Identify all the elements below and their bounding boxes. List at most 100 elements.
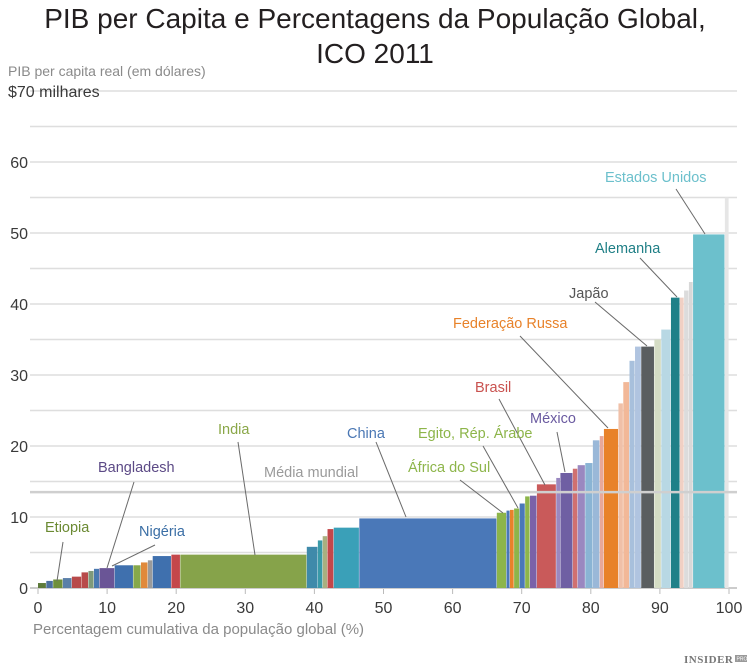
annotation-brasil: Brasil [475,380,511,396]
annotation-leader-line [639,257,678,298]
y-tick-labels: 0 10 20 30 40 50 60 $70 milhares [8,84,100,598]
annotation-leader-line [106,481,135,569]
y-tick-label: $70 milhares [8,84,100,101]
bar [654,339,661,588]
bar [53,579,63,588]
bar [317,540,323,588]
annotation-leader-line [56,541,64,582]
logo-text: INSIDER [684,654,734,666]
y-tick-label: 60 [10,155,28,172]
logo-badge [735,655,747,662]
annotation-leaders [56,188,706,582]
bar--frica-do-sul [496,512,507,588]
annotation-leader-line [482,445,519,509]
bar [688,281,693,588]
x-tick-labels: 0 10 20 30 40 50 60 70 80 90 100 [34,589,743,617]
annotations: Etiopia Bangladesh Nigéria India Média mundi… [45,170,707,540]
bar [171,554,180,588]
x-tick-label: 40 [306,600,324,617]
bar [506,510,510,588]
bar-egito-r-p-rabe [514,508,520,588]
bar [592,440,600,588]
bar-m-xico [560,472,573,588]
annotation-leader-line [111,544,156,567]
bar [88,570,94,588]
annotation-alemanha: Alemanha [595,241,661,257]
insider-pro-logo: INSIDER PRO [684,654,747,666]
annotation-etiopia: Etiopia [45,520,90,536]
annotation-leader-line [459,479,504,514]
bar [152,556,171,588]
annotation-federa-o-russa: Federação Russa [453,316,568,332]
bar-nig-ria [114,565,133,588]
bar [62,578,72,588]
bar [629,360,635,588]
chart-title-line-1: PIB per Capita e Percentagens da Populaç… [44,3,706,34]
bar [572,468,578,588]
bar [661,329,671,588]
bar [529,495,537,588]
annotation-jap-o: Japão [569,286,609,302]
annotation-leader-line [519,335,609,429]
bar [306,546,318,588]
x-tick-label: 80 [582,600,600,617]
gridlines [30,90,737,589]
bar [577,465,585,588]
bar-india [180,554,307,588]
x-tick-label: 60 [444,600,462,617]
bar [509,509,514,588]
x-tick-label: 50 [375,600,393,617]
bar [585,463,593,588]
bar [525,496,530,588]
annotation-m-xico: México [530,411,576,427]
x-tick-label: 90 [651,600,669,617]
chart-title-line-2: ICO 2011 [316,38,434,69]
y-tick-label: 30 [10,368,28,385]
bar-jap-o [641,346,654,588]
annotation-bangladesh: Bangladesh [98,460,175,476]
annotation-india: India [218,422,250,438]
bars [38,197,729,589]
bar [519,503,525,588]
y-tick-label: 0 [19,581,28,598]
bar-china [359,518,497,588]
bar [556,477,560,588]
bar [684,290,689,588]
bar-alemanha [670,297,680,588]
annotation-leader-line [498,398,546,486]
x-tick-label: 20 [167,600,185,617]
bar [46,580,53,588]
annotation--frica-do-sul: África do Sul [408,459,490,476]
bar [724,197,729,588]
x-tick-label: 30 [236,600,254,617]
logo-badge-text: PRO [737,657,748,663]
annotation-nig-ria: Nigéria [139,524,186,540]
bar [81,572,89,588]
bar [599,436,604,588]
bar [618,403,623,588]
x-tick-label: 70 [513,600,531,617]
annotation-egito-r-p-rabe: Egito, Rép. Árabe [418,425,532,442]
bar [133,565,141,588]
bar-bangladesh [99,568,115,588]
bar-brasil [536,484,556,588]
y-tick-label: 50 [10,226,28,243]
bar [93,568,100,588]
y-tick-label: 10 [10,510,28,527]
y-tick-label: 20 [10,439,28,456]
bar [327,529,334,588]
annotation-leader-line [556,431,566,473]
bar [147,560,153,588]
x-axis-label: Percentagem cumulativa da população glob… [33,621,364,638]
x-tick-label: 10 [98,600,116,617]
x-tick-label: 0 [34,600,43,617]
y-tick-label: 40 [10,297,28,314]
annotation-m-dia-mundial: Média mundial [264,465,358,481]
bar [635,346,641,588]
bar-estados-unidos [693,234,725,589]
annotation-china: China [347,426,386,442]
bar [140,562,148,588]
x-tick-label: 100 [716,600,743,617]
y-axis-label: PIB per capita real (em dólares) [8,63,206,79]
